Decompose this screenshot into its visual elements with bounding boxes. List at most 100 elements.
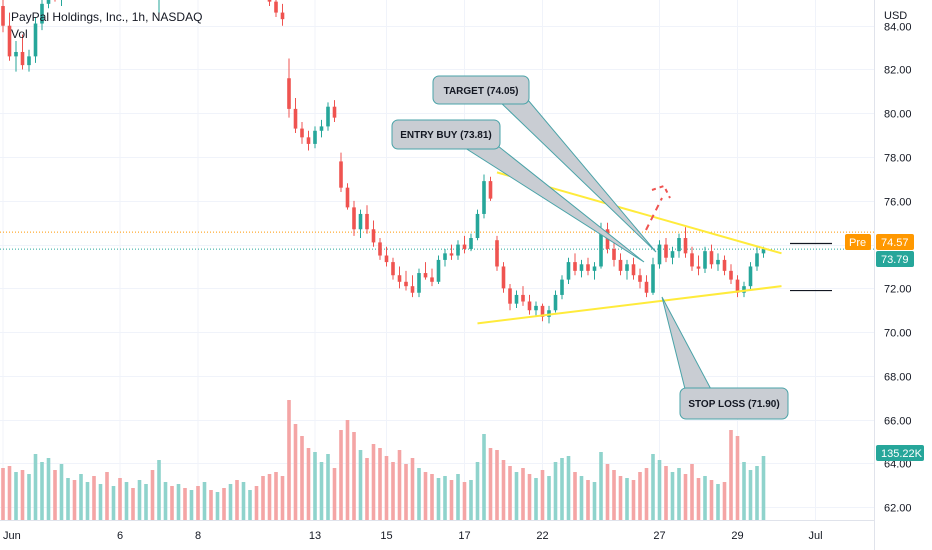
volume-bar (605, 464, 610, 520)
volume-bar (248, 490, 252, 520)
volume-bar (92, 476, 96, 520)
volume-bar (358, 450, 363, 520)
volume-bar (651, 454, 655, 520)
volume-bar (300, 436, 304, 520)
candle-body (716, 259, 720, 265)
volume-bar (280, 476, 285, 520)
volume-bar (586, 480, 590, 520)
candle-body (761, 249, 766, 254)
volume-bar (599, 452, 603, 520)
candle-body (404, 281, 408, 287)
volume-bar (59, 464, 64, 520)
candle-body (436, 259, 441, 282)
volume-bar (131, 488, 135, 520)
volume-bar (111, 486, 116, 520)
candle-body (462, 244, 467, 249)
volume-bar (261, 476, 265, 520)
volume-bar (352, 432, 356, 520)
candle-body (430, 277, 434, 282)
candle-body (1, 6, 5, 26)
candle-body (410, 286, 415, 293)
volume-bar (144, 484, 148, 520)
volume-bar (631, 480, 636, 520)
volume-bar (664, 466, 668, 520)
price-tick-label: 80.00 (884, 109, 912, 121)
projection-arrow-line (645, 197, 663, 231)
volume-bar (189, 490, 194, 520)
candle-body (651, 264, 655, 293)
volume-bar (53, 470, 57, 520)
target-box (432, 75, 530, 105)
volume-bar (573, 472, 577, 520)
candle-body (306, 137, 311, 144)
volume-bar (1, 468, 5, 520)
candle-body (696, 266, 701, 269)
volume-bar (514, 472, 519, 520)
volume-bar (677, 468, 681, 520)
volume-bar (527, 474, 532, 520)
time-axis[interactable]: Jun 6 8 13 15 17 22 27 29 Jul (3, 530, 823, 542)
price-axis[interactable]: 62.0064.0066.0068.0070.0072.0074.0076.00… (884, 22, 912, 515)
volume-bar (254, 486, 259, 520)
candle-body (488, 181, 493, 199)
candle-body (456, 244, 460, 256)
volume-bar (72, 480, 77, 520)
last-price-box (876, 251, 914, 267)
volume-bar (40, 462, 44, 520)
volume-bar (417, 468, 421, 520)
symbol-title: PayPal Holdings, Inc., 1h, NASDAQ (11, 10, 202, 24)
price-tick-label: 78.00 (884, 153, 912, 165)
candle-body (345, 187, 350, 208)
candle-body (618, 259, 623, 271)
volume-bar (391, 462, 395, 520)
volume-bar (313, 452, 317, 520)
candle-body (339, 161, 343, 188)
candle-body (573, 262, 577, 271)
volume-bar (345, 420, 350, 520)
volume-bar (404, 464, 408, 520)
candle-body (449, 253, 454, 256)
volume-bar (670, 472, 675, 520)
time-tick-label: 27 (653, 530, 665, 542)
entry-callout[interactable]: ENTRY BUY (73.81) (391, 119, 645, 263)
candle-body (293, 108, 298, 129)
candle-body (300, 128, 304, 138)
candle-body (332, 106, 337, 118)
volume-bar (163, 482, 168, 520)
volume-bar (79, 474, 83, 520)
last-price-tag: 73.79 (876, 251, 914, 267)
stop-box (679, 387, 789, 420)
candle-body (40, 3, 44, 24)
candle-body (495, 240, 499, 267)
candle-body (371, 229, 376, 243)
volume-bar (449, 480, 454, 520)
time-tick-label: 29 (731, 530, 743, 542)
volume-bar (618, 476, 623, 520)
volume-bar (501, 460, 506, 520)
candle-body (514, 294, 519, 304)
candle-body (319, 126, 324, 131)
volume-bar (462, 482, 467, 520)
volume-bar (703, 476, 707, 520)
stop-loss-callout[interactable]: STOP LOSS (71.90) (661, 296, 789, 420)
volume-bar (761, 456, 766, 520)
volume-bar (176, 484, 181, 520)
target-callout[interactable]: TARGET (74.05) (432, 75, 657, 253)
candle-body (27, 56, 31, 66)
candle-body (527, 301, 532, 311)
candle-body (735, 279, 740, 293)
price-tick-label: 82.00 (884, 65, 912, 77)
candle-body (521, 294, 525, 302)
volume-bar (709, 480, 714, 520)
time-tick-label: 13 (309, 530, 321, 542)
candle-body (33, 23, 38, 57)
volume-bar (742, 462, 746, 520)
candle-body (586, 264, 590, 271)
pre-price-box (876, 234, 914, 250)
candle-body (579, 264, 584, 271)
volume-bar (378, 448, 382, 520)
volume-bar (397, 450, 402, 520)
volume-bar (274, 472, 278, 520)
volume-bar (170, 486, 174, 520)
